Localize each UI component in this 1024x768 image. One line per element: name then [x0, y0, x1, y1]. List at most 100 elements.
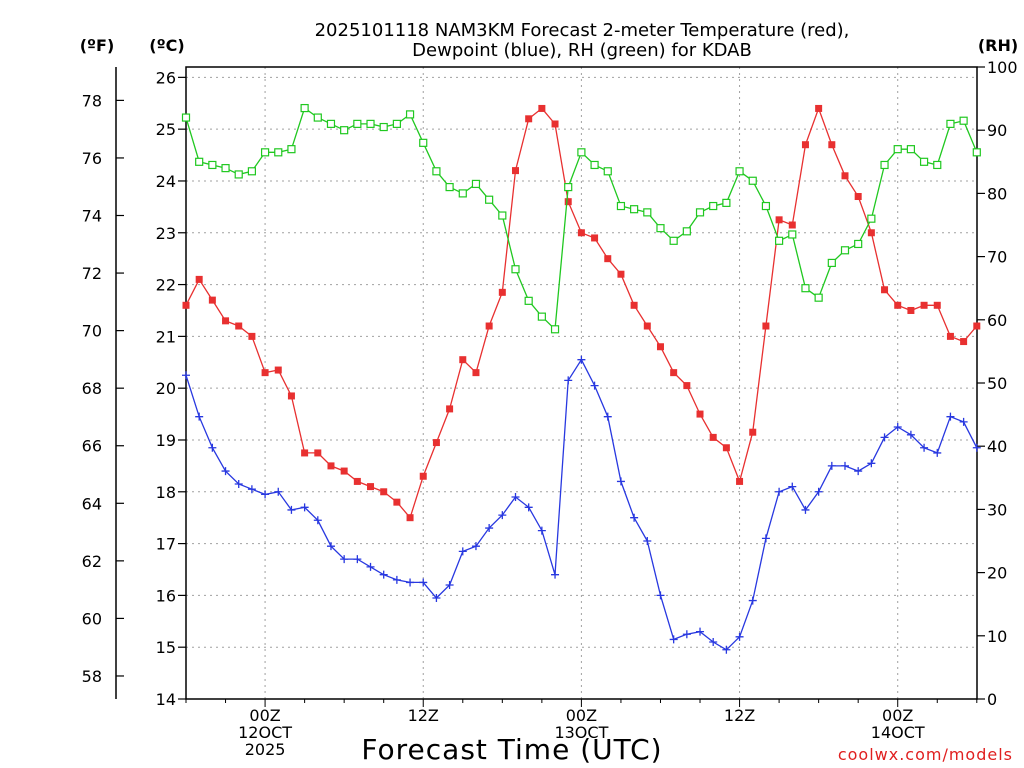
- temperature-point: [182, 301, 190, 309]
- rh-tick-label: 60: [987, 311, 1007, 330]
- rh-point: [748, 176, 757, 185]
- temperature-point: [353, 477, 361, 485]
- series-rh: [181, 103, 981, 334]
- dewpoint-point: [471, 542, 480, 551]
- temperature-point: [683, 382, 691, 390]
- dewpoint-point: [906, 430, 915, 439]
- rh-tick-label: 10: [987, 627, 1007, 646]
- dewpoint-point: [643, 537, 652, 545]
- temperature-point: [419, 472, 427, 480]
- temperature-point: [208, 296, 216, 304]
- rh-point: [511, 265, 520, 274]
- rh-point: [722, 198, 731, 207]
- dewpoint-point: [379, 570, 388, 579]
- dewpoint-point: [261, 490, 270, 499]
- dewpoint-point: [933, 448, 942, 457]
- temperature-point: [775, 216, 783, 224]
- dewpoint-point: [630, 513, 639, 522]
- temperature-point: [472, 369, 480, 377]
- dewpoint-point: [590, 381, 599, 390]
- x-tick-label: 12Z: [724, 706, 755, 725]
- x-axis-title: Forecast Time (UTC): [361, 733, 662, 766]
- rh-point: [564, 182, 573, 192]
- dewpoint-point: [669, 635, 678, 644]
- celsius-tick-label: 26: [156, 68, 176, 87]
- dewpoint-point: [880, 433, 889, 442]
- dewpoint-point: [827, 461, 836, 470]
- rh-point: [788, 230, 797, 239]
- dewpoint-point: [287, 505, 296, 514]
- temperature-point: [815, 104, 823, 112]
- temperature-point: [630, 301, 638, 309]
- rh-point: [656, 224, 665, 233]
- dewpoint-point: [511, 492, 520, 501]
- temperature-point: [274, 366, 282, 374]
- temperature-point: [248, 332, 256, 340]
- rh-tick-label: 70: [987, 248, 1007, 267]
- temperature-point: [406, 514, 414, 522]
- series-dewpoint: [182, 355, 981, 654]
- rh-point: [300, 103, 309, 113]
- rh-point: [353, 119, 362, 128]
- rh-point: [682, 227, 691, 236]
- x-tick-label: 12Z: [408, 706, 439, 725]
- temperature-point: [736, 477, 744, 485]
- rh-tick-label: 40: [987, 437, 1007, 456]
- rh-point: [919, 157, 929, 166]
- temperature-point: [696, 410, 704, 418]
- celsius-tick-label: 20: [156, 379, 176, 398]
- fahrenheit-tick-label: 70: [82, 322, 102, 341]
- dewpoint-point: [867, 459, 876, 468]
- rh-point: [933, 160, 942, 170]
- dewpoint-point: [313, 516, 322, 525]
- fahrenheit-tick-label: 60: [82, 609, 102, 628]
- celsius-tick-label: 17: [156, 535, 176, 554]
- rh-point: [577, 148, 586, 157]
- temperature-point: [828, 141, 836, 149]
- rh-point: [234, 170, 243, 179]
- temperature-point: [894, 301, 902, 309]
- fahrenheit-tick-label: 68: [82, 379, 102, 398]
- rh-point: [959, 116, 968, 125]
- dewpoint-point: [406, 578, 415, 587]
- dewpoint-point: [366, 562, 375, 571]
- chart-title-line2: Dewpoint (blue), RH (green) for KDAB: [412, 40, 752, 61]
- temperature-point: [960, 338, 968, 346]
- celsius-unit-label: (ºC): [149, 36, 184, 55]
- dewpoint-point: [603, 412, 612, 421]
- rh-point: [827, 258, 836, 268]
- rh-point: [537, 312, 546, 321]
- fahrenheit-tick-label: 78: [82, 91, 102, 110]
- dewpoint-point: [788, 482, 797, 491]
- rh-point: [524, 296, 533, 305]
- dewpoint-point: [458, 547, 467, 556]
- rh-point: [643, 208, 652, 217]
- celsius-tick-label: 15: [156, 638, 176, 657]
- celsius-tick-label: 14: [156, 690, 176, 709]
- grid-lines: [186, 67, 977, 699]
- rh-point: [603, 167, 612, 176]
- temperature-point: [709, 433, 717, 441]
- x-tick-label: 00Z: [249, 706, 280, 725]
- dewpoint-point: [419, 578, 428, 587]
- temperature-point: [459, 356, 467, 364]
- celsius-tick-label: 21: [156, 327, 176, 346]
- rh-point: [326, 119, 336, 128]
- dewpoint-point: [972, 443, 981, 452]
- temperature-point: [854, 193, 862, 201]
- rh-tick-label: 30: [987, 500, 1007, 519]
- temperature-point: [393, 498, 401, 506]
- temperature-point: [538, 104, 546, 112]
- dewpoint-point: [722, 645, 731, 654]
- temperature-point: [577, 229, 585, 237]
- dewpoint-point: [498, 511, 507, 520]
- temperature-point: [617, 270, 625, 278]
- rh-point: [814, 293, 823, 302]
- celsius-tick-label: 18: [156, 483, 176, 502]
- rh-point: [774, 236, 784, 245]
- dewpoint-point: [841, 461, 849, 470]
- dewpoint-point: [392, 575, 401, 584]
- rh-point: [260, 148, 270, 157]
- rh-point: [550, 325, 560, 334]
